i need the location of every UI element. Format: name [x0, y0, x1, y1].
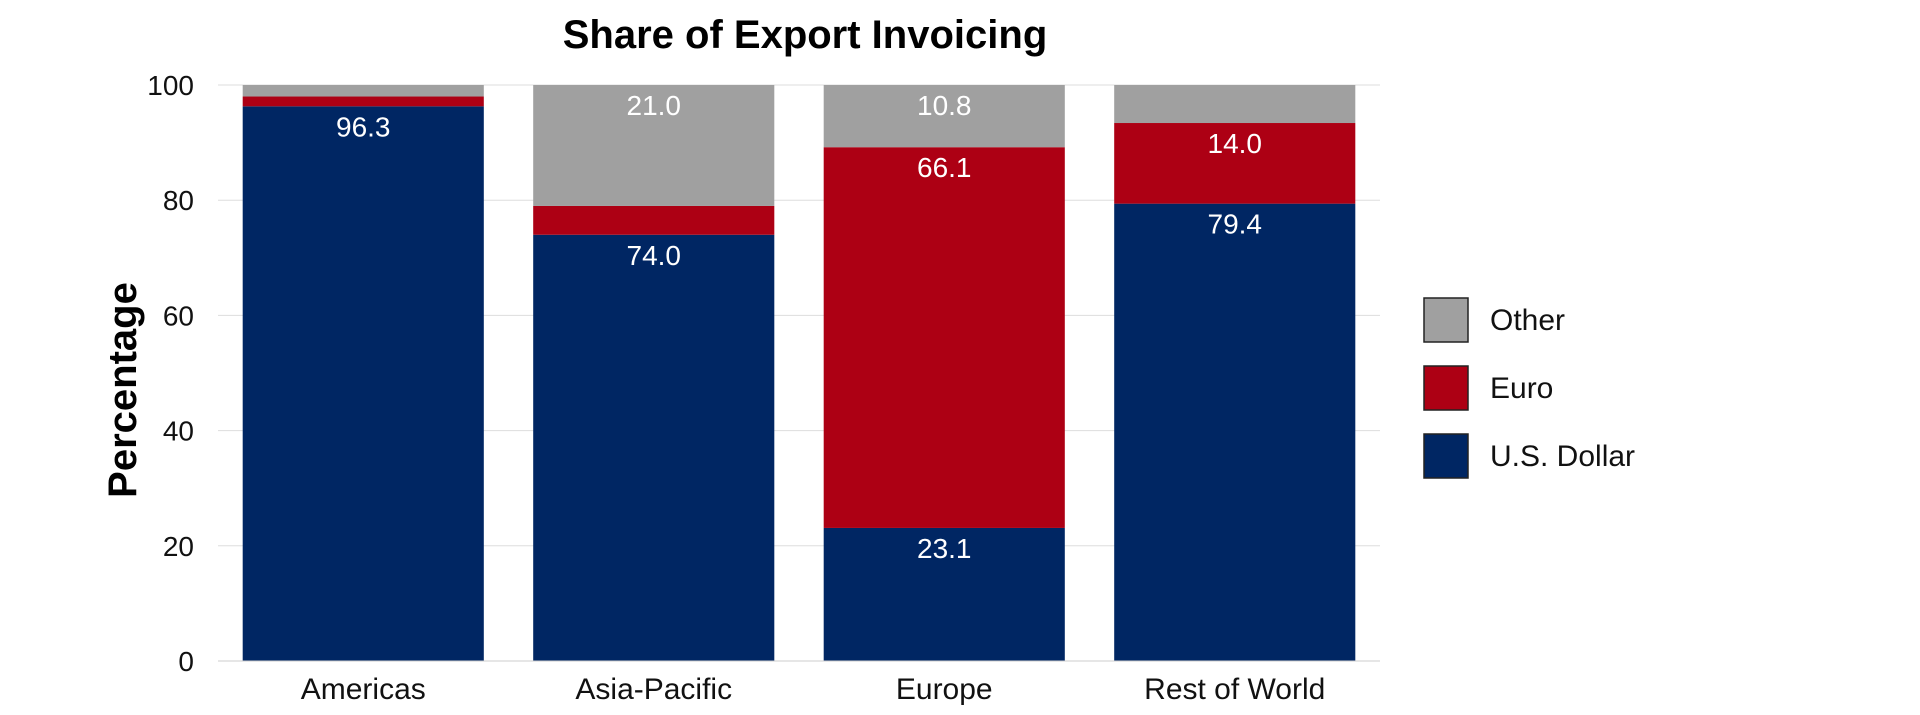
- bar-segment: [1114, 85, 1356, 124]
- bar-segment: [242, 85, 484, 97]
- bar-segment: [242, 106, 484, 661]
- data-label: 10.8: [917, 90, 972, 121]
- x-tick-label: Americas: [301, 673, 426, 706]
- bar-segment: [1114, 123, 1356, 204]
- legend-swatch: [1423, 433, 1469, 479]
- bar-segment: [533, 205, 775, 235]
- y-tick-label: 40: [163, 416, 194, 447]
- legend-label: U.S. Dollar: [1490, 440, 1635, 473]
- data-label: 96.3: [336, 111, 391, 142]
- bar-segment: [1114, 203, 1356, 661]
- bar-series: [242, 85, 1356, 661]
- y-tick-label: 60: [163, 300, 194, 331]
- bar-segment: [533, 234, 775, 661]
- legend-label: Euro: [1490, 372, 1553, 405]
- y-axis-label: Percentage: [101, 282, 145, 498]
- legend: Other Euro U.S. Dollar: [1423, 297, 1635, 479]
- data-label: 79.4: [1208, 209, 1263, 240]
- data-label: 14.0: [1208, 128, 1263, 159]
- y-tick-label: 80: [163, 185, 194, 216]
- legend-swatch: [1423, 297, 1469, 343]
- data-label: 23.1: [917, 533, 972, 564]
- bar-segment: [242, 96, 484, 107]
- chart-title: Share of Export Invoicing: [563, 13, 1048, 57]
- legend-swatch: [1423, 365, 1469, 411]
- x-tick-label: Asia-Pacific: [575, 673, 732, 706]
- y-tick-label: 20: [163, 531, 194, 562]
- x-tick-label: Europe: [896, 673, 993, 706]
- x-tick-label: Rest of World: [1144, 673, 1325, 706]
- data-label: 66.1: [917, 152, 972, 183]
- data-labels: 96.3 74.0 21.0 23.1 66.1 10.8 79.4 14.0: [336, 90, 1262, 564]
- data-label: 74.0: [627, 240, 682, 271]
- bar-segment: [823, 527, 1065, 661]
- bar-segment: [823, 85, 1065, 148]
- y-tick-label: 0: [178, 646, 194, 677]
- bar-segment: [823, 147, 1065, 528]
- bar-segment: [533, 85, 775, 206]
- y-tick-label: 100: [147, 70, 194, 101]
- data-label: 21.0: [627, 90, 682, 121]
- axes: Share of Export Invoicing Percentage 0 20…: [101, 13, 1380, 706]
- legend-label: Other: [1490, 304, 1565, 337]
